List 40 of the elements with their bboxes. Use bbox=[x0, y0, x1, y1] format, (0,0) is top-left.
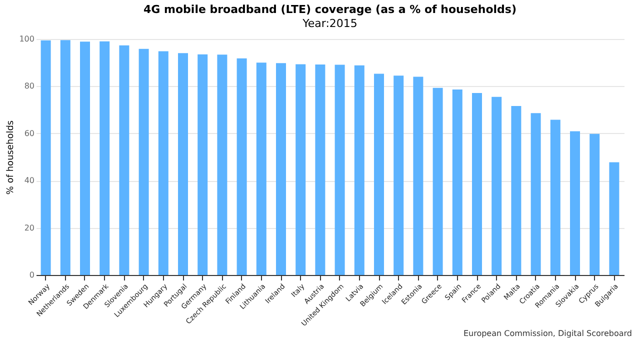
bar bbox=[256, 62, 266, 275]
bar bbox=[158, 51, 168, 275]
bar bbox=[432, 88, 443, 275]
text: European Commission, Digital Scoreboard bbox=[463, 329, 632, 338]
bar bbox=[354, 65, 364, 275]
bar bbox=[511, 106, 522, 275]
chart-subtitle: Year:2015 bbox=[302, 17, 358, 30]
bar bbox=[394, 76, 404, 275]
bar bbox=[413, 76, 424, 275]
bar bbox=[492, 96, 502, 275]
bar bbox=[472, 93, 482, 275]
bar bbox=[452, 90, 462, 275]
bar bbox=[296, 64, 306, 275]
bar bbox=[217, 54, 228, 275]
bar bbox=[570, 131, 580, 275]
bar bbox=[40, 40, 51, 275]
bar bbox=[374, 74, 384, 275]
bar bbox=[100, 41, 110, 275]
y-tick-label: 40 bbox=[24, 176, 34, 186]
y-axis-title: % of households bbox=[6, 120, 16, 195]
bar bbox=[609, 162, 620, 275]
bar bbox=[236, 58, 247, 275]
chart-title: 4G mobile broadband (LTE) coverage (as a % of households) bbox=[144, 3, 516, 16]
bar bbox=[334, 64, 345, 275]
bar bbox=[590, 134, 600, 275]
bar bbox=[138, 48, 149, 275]
bar bbox=[119, 45, 130, 275]
bar bbox=[276, 63, 286, 275]
bar bbox=[198, 54, 208, 275]
bar bbox=[550, 120, 560, 275]
bar bbox=[530, 113, 541, 275]
bar bbox=[178, 53, 188, 275]
y-tick-label: 20 bbox=[24, 223, 34, 232]
y-tick-label: 80 bbox=[24, 82, 34, 91]
y-tick-label: 0 bbox=[29, 270, 34, 280]
bar bbox=[315, 64, 326, 275]
bar bbox=[60, 40, 70, 275]
y-tick-label: 60 bbox=[24, 128, 34, 138]
y-tick-label: 100 bbox=[19, 34, 34, 44]
bar bbox=[80, 42, 90, 275]
